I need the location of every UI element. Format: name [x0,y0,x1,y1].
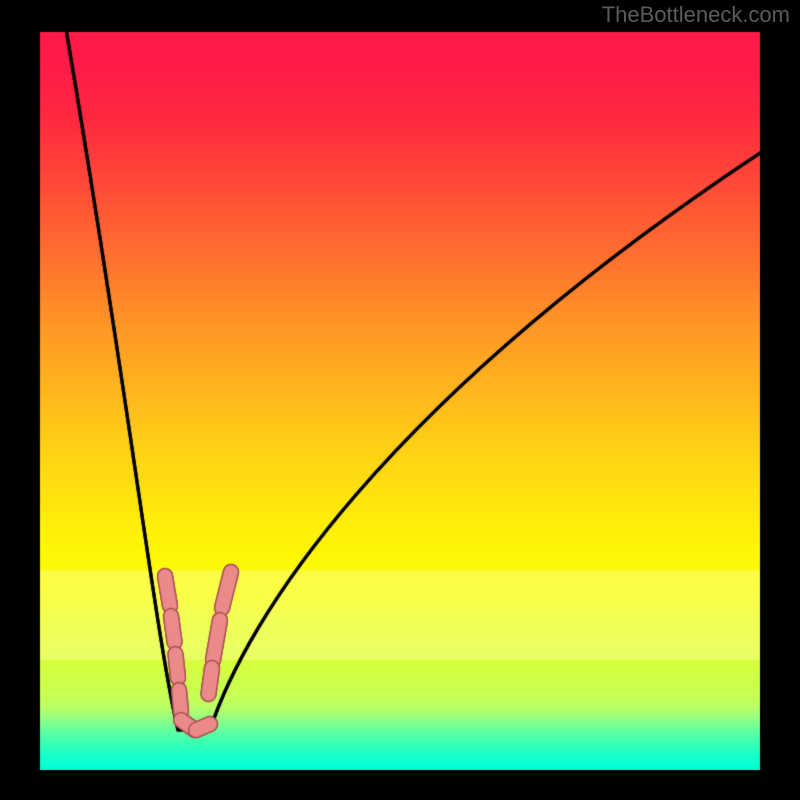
watermark-text: TheBottleneck.com [602,2,790,28]
chart-canvas [0,0,800,800]
chart-stage: TheBottleneck.com [0,0,800,800]
